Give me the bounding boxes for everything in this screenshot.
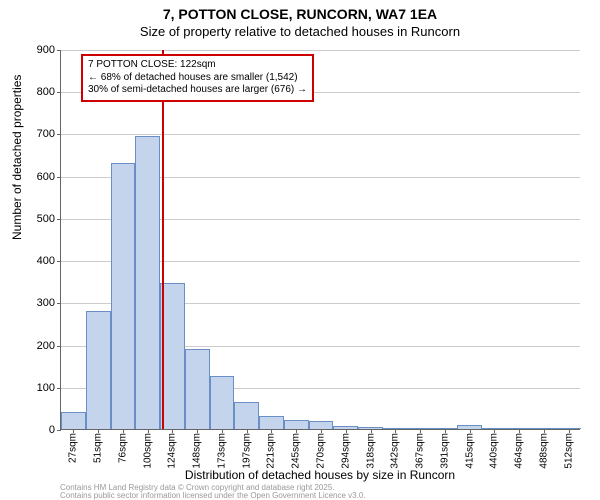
y-tick-label: 100 (37, 382, 55, 394)
histogram-bar (185, 349, 210, 429)
histogram-bar (556, 428, 581, 429)
x-tick-label: 391sqm (439, 433, 450, 469)
y-tick-label: 300 (37, 297, 55, 309)
histogram-bar (457, 425, 482, 429)
x-axis-label: Distribution of detached houses by size … (60, 468, 580, 482)
x-tick-label: 148sqm (192, 433, 203, 469)
histogram-bar (234, 402, 259, 429)
histogram-bar (482, 428, 507, 429)
x-tick-label: 512sqm (563, 433, 574, 469)
histogram-bar (111, 163, 136, 429)
y-tick-label: 900 (37, 44, 55, 56)
x-tick-label: 221sqm (266, 433, 277, 469)
histogram-bar (284, 420, 309, 429)
x-tick-label: 318sqm (365, 433, 376, 469)
histogram-bar (259, 416, 284, 429)
histogram-bar (61, 412, 86, 429)
y-tick-mark (57, 388, 61, 389)
histogram-bar (408, 428, 433, 429)
histogram-bar (333, 426, 358, 429)
x-tick-label: 440sqm (489, 433, 500, 469)
gridline (61, 50, 580, 51)
footer-line-2: Contains public sector information licen… (60, 492, 580, 500)
x-tick-label: 294sqm (340, 433, 351, 469)
histogram-bar (531, 428, 556, 429)
footer-attribution: Contains HM Land Registry data © Crown c… (60, 484, 580, 500)
histogram-bar (210, 376, 235, 429)
x-tick-label: 464sqm (514, 433, 525, 469)
chart-subtitle: Size of property relative to detached ho… (0, 24, 600, 39)
histogram-bar (86, 311, 111, 429)
y-tick-mark (57, 134, 61, 135)
y-axis-label: Number of detached properties (10, 75, 24, 240)
x-tick-label: 270sqm (316, 433, 327, 469)
y-tick-label: 200 (37, 340, 55, 352)
y-tick-label: 700 (37, 128, 55, 140)
plot-area: 7 POTTON CLOSE: 122sqm ← 68% of detached… (60, 50, 580, 430)
y-tick-mark (57, 346, 61, 347)
x-tick-label: 76sqm (117, 433, 128, 463)
x-tick-label: 173sqm (216, 433, 227, 469)
x-tick-label: 100sqm (142, 433, 153, 469)
y-tick-mark (57, 177, 61, 178)
histogram-bar (383, 428, 408, 429)
histogram-bar (432, 428, 457, 429)
x-tick-label: 245sqm (291, 433, 302, 469)
chart-container: 7, POTTON CLOSE, RUNCORN, WA7 1EA Size o… (0, 0, 600, 500)
y-tick-label: 600 (37, 171, 55, 183)
y-tick-mark (57, 303, 61, 304)
x-tick-label: 51sqm (93, 433, 104, 463)
x-tick-label: 124sqm (167, 433, 178, 469)
x-tick-label: 197sqm (241, 433, 252, 469)
y-tick-mark (57, 430, 61, 431)
y-tick-label: 400 (37, 255, 55, 267)
annotation-line-3: 30% of semi-detached houses are larger (… (88, 84, 307, 97)
y-tick-label: 0 (49, 424, 55, 436)
y-tick-mark (57, 261, 61, 262)
x-tick-label: 367sqm (415, 433, 426, 469)
histogram-bar (507, 428, 532, 429)
x-tick-label: 27sqm (68, 433, 79, 463)
y-tick-mark (57, 92, 61, 93)
chart-title: 7, POTTON CLOSE, RUNCORN, WA7 1EA (0, 6, 600, 22)
x-tick-label: 342sqm (390, 433, 401, 469)
x-tick-label: 415sqm (464, 433, 475, 469)
histogram-bar (135, 136, 160, 429)
x-tick-label: 488sqm (538, 433, 549, 469)
y-tick-label: 500 (37, 213, 55, 225)
annotation-box: 7 POTTON CLOSE: 122sqm ← 68% of detached… (81, 54, 314, 102)
annotation-line-1: 7 POTTON CLOSE: 122sqm (88, 59, 307, 72)
y-tick-label: 800 (37, 86, 55, 98)
annotation-line-2: ← 68% of detached houses are smaller (1,… (88, 72, 307, 85)
histogram-bar (358, 427, 383, 429)
histogram-bar (309, 421, 334, 429)
marker-line (162, 50, 164, 429)
y-tick-mark (57, 50, 61, 51)
y-tick-mark (57, 219, 61, 220)
